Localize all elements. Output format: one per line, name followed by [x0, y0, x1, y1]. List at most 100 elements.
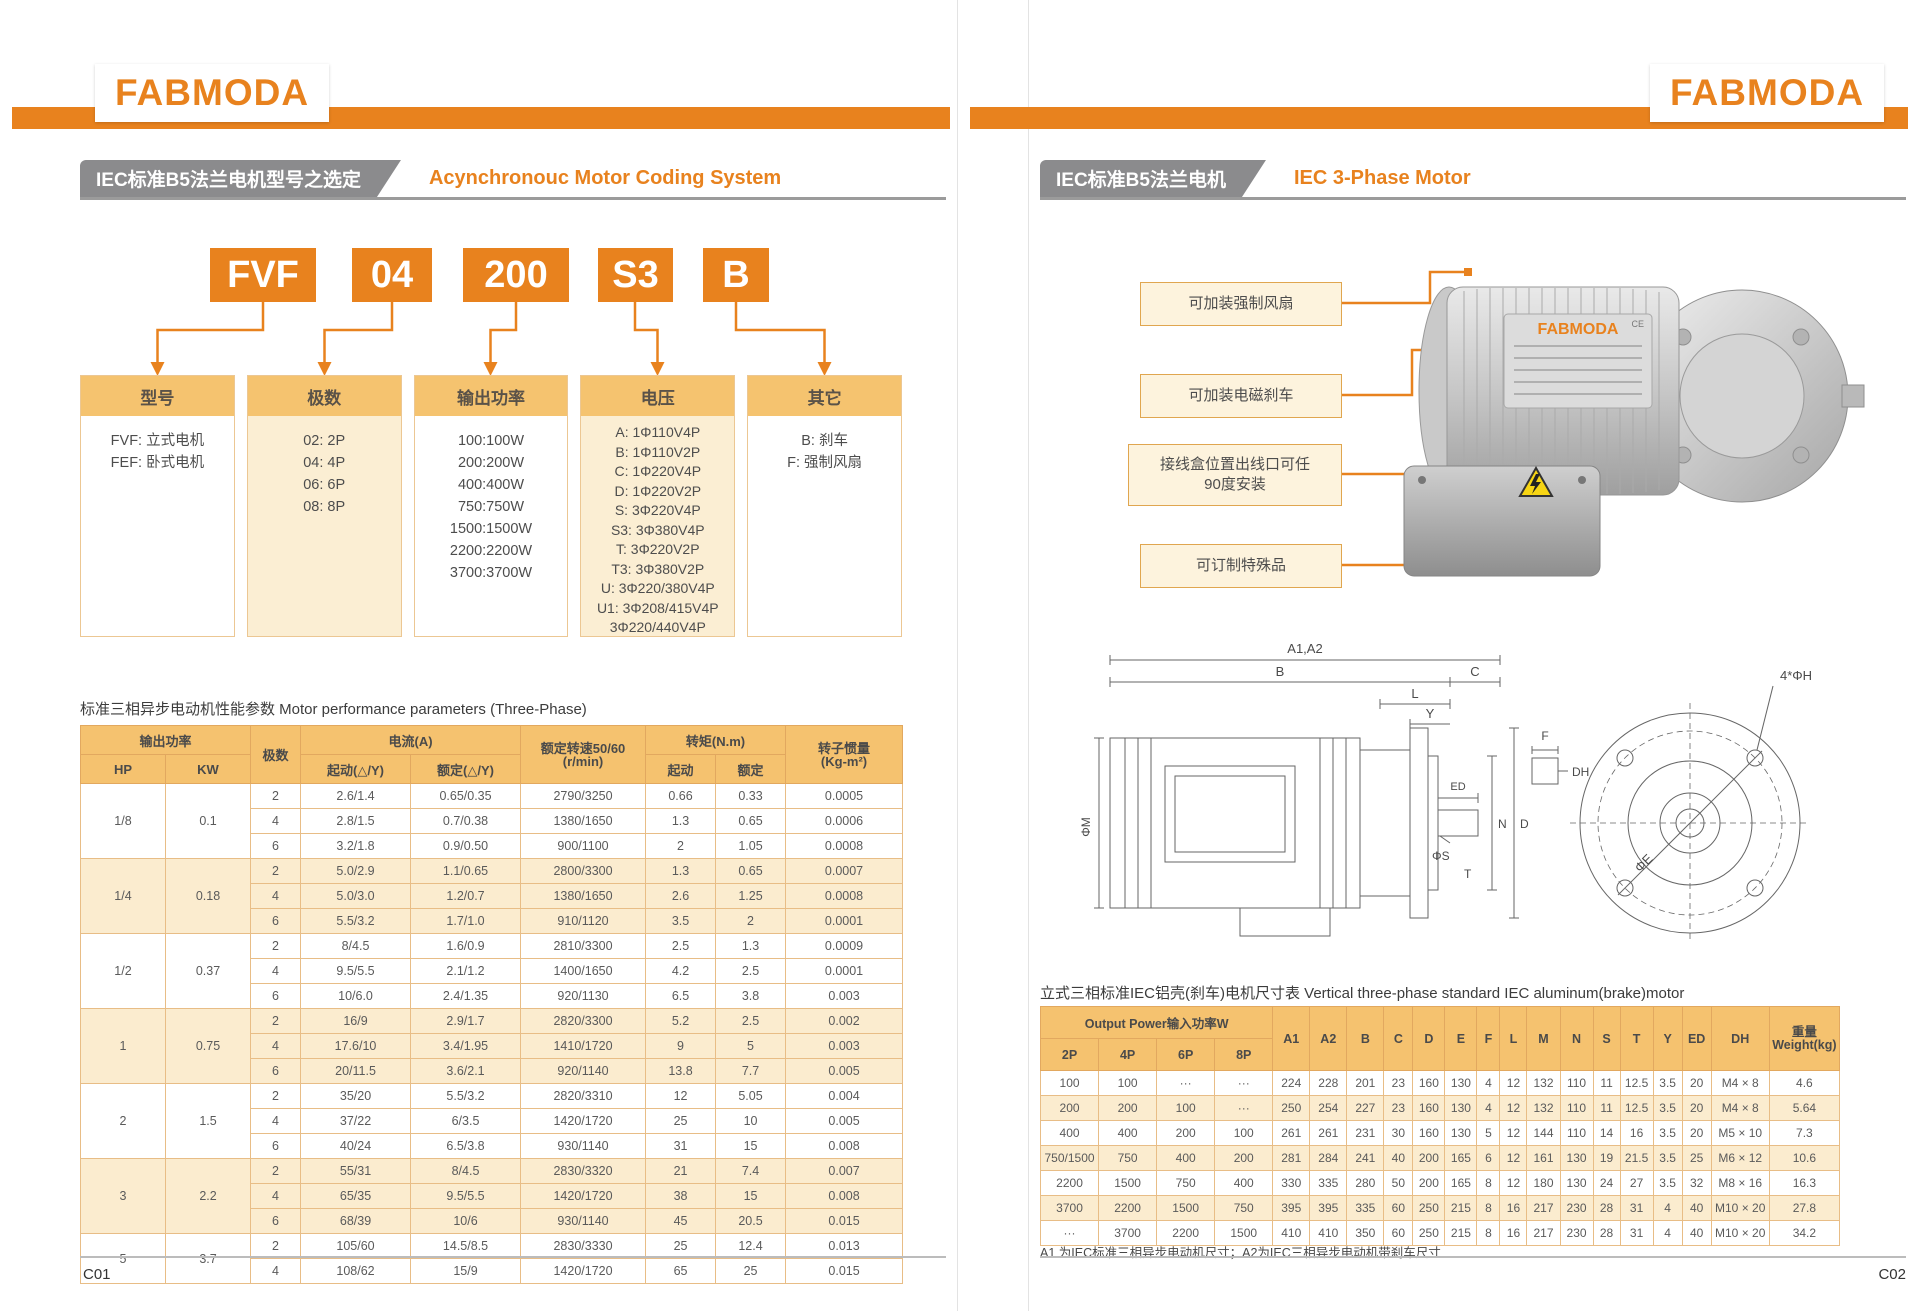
table-cell: 14: [1592, 1120, 1621, 1146]
category-option: FEF: 卧式电机: [110, 455, 205, 471]
table-cell: ···: [1214, 1070, 1274, 1096]
table-cell: 200: [1156, 1120, 1216, 1146]
table-cell: 2: [250, 1158, 302, 1184]
column-header-line: 转子惯量: [818, 740, 871, 756]
table-cell: 110: [1559, 1070, 1594, 1096]
table-cell: 144: [1526, 1120, 1561, 1146]
dim-label: B: [1276, 664, 1285, 679]
table-cell: 19: [1592, 1145, 1621, 1171]
table-header-row: 输出功率 极数 电流(A) 额定转速50/60 (r/min) 转矩(N.m) 转子惯量 (K…: [79, 725, 904, 784]
table-cell: 281: [1272, 1145, 1311, 1171]
table-cell: 100: [1156, 1095, 1216, 1121]
column-header-line: Weight(kg): [1772, 1037, 1837, 1052]
table-cell: 40/24: [300, 1133, 412, 1159]
table-cell: 1.3: [715, 933, 787, 959]
table-cell: 0.65: [715, 858, 787, 884]
left-section-header: IEC标准B5法兰电机型号之选定 Acynchronouc Motor Codi…: [80, 160, 946, 200]
table-cell: 228: [1309, 1070, 1348, 1096]
table-cell: 11: [1592, 1070, 1621, 1096]
column-header: HP: [80, 754, 166, 784]
table-cell: 108/62: [300, 1258, 412, 1284]
column-header: 重量 Weight(kg): [1768, 1006, 1841, 1071]
column-header: 输出功率: [79, 725, 252, 755]
table-cell: 12.5: [1619, 1070, 1654, 1096]
column-header: S: [1592, 1006, 1621, 1071]
kw-cell: 0.1: [164, 783, 252, 859]
table-cell: 25: [1681, 1145, 1712, 1171]
hp-cell: 1/2: [80, 933, 166, 1009]
section-title-zh: IEC标准B5法兰电机: [1040, 160, 1266, 197]
motor-code-boxes: FVF 04 200 S3 B: [80, 248, 902, 302]
table-cell: 261: [1272, 1120, 1311, 1146]
category-box: 输出功率 100:100W 200:200W 400:400W 750:750W 1500…: [413, 375, 569, 637]
category-title: 其它: [748, 376, 901, 416]
table-cell: 12: [1499, 1095, 1528, 1121]
table-cell: 38: [645, 1183, 717, 1209]
table-cell: 0.0008: [785, 833, 904, 859]
category-option: S: 3Φ220V4P: [614, 502, 701, 518]
column-header: 6P: [1156, 1038, 1216, 1071]
kw-cell: 0.18: [164, 858, 252, 934]
performance-table: 输出功率 极数 电流(A) 额定转速50/60 (r/min) 转矩(N.m) 转子惯量 (K…: [79, 725, 904, 1284]
table-row: 2 1.5 2 35/20 5.5/3.2 2820/3310 12 5.05 0.004: [80, 1083, 904, 1159]
table-cell: 12: [1499, 1120, 1528, 1146]
table-footnote: A1 为IEC标准三相异步电动机尺寸；A2为IEC三相异步电动机带刹车尺寸: [1040, 1246, 1441, 1260]
table-cell: 10: [715, 1108, 787, 1134]
table-cell: 12: [645, 1083, 717, 1109]
table-cell: 8: [1476, 1170, 1501, 1196]
table-cell: 1.3: [645, 858, 717, 884]
hp-cell: 1/4: [80, 858, 166, 934]
category-title: 电压: [581, 376, 735, 416]
table-cell: 5.0/2.9: [300, 858, 412, 884]
table-cell: ···: [1156, 1070, 1216, 1096]
table-cell: 1420/1720: [520, 1258, 647, 1284]
table-row: 5 3.7 2 105/60 14.5/8.5 2830/3330 25 12.4 0.013: [80, 1233, 904, 1284]
table-cell: 28: [1592, 1220, 1621, 1246]
table-cell: 130: [1444, 1120, 1478, 1146]
column-header-line: (Kg-m²): [820, 753, 868, 769]
table-cell: 2830/3320: [520, 1158, 647, 1184]
table-cell: 410: [1309, 1220, 1348, 1246]
table-cell: 15/9: [410, 1258, 522, 1284]
table-cell: 7.3: [1768, 1120, 1841, 1146]
table-row: 6 3.2/1.8 0.9/0.50 900/1100 2 1.05 0.0008: [81, 833, 904, 859]
category-options: B: 刹车 F: 强制风扇: [748, 416, 901, 636]
table-cell: 4: [1652, 1220, 1683, 1246]
category-title: 型号: [81, 376, 234, 416]
table-cell: 40: [1681, 1195, 1712, 1221]
table-cell: 0.0009: [785, 933, 904, 959]
dim-label: ΦE: [1632, 851, 1656, 875]
code-box: FVF: [210, 248, 316, 302]
page-number: C01: [83, 1266, 111, 1283]
column-header: Output Power输入功率W: [1039, 1006, 1274, 1039]
table-cell: 0.9/0.50: [410, 833, 522, 859]
table-row: 100 100 ··· ··· 224 228 201 23 160 130 4 12 132 110 11…: [1039, 1070, 1841, 1096]
table-cell: 12.5: [1619, 1095, 1654, 1121]
table-cell: 13.8: [645, 1058, 717, 1084]
category-title: 极数: [247, 376, 401, 416]
callout-box: 可订制特殊品: [1140, 544, 1342, 588]
table-cell: 6: [250, 1208, 302, 1234]
table-cell: 2.6/1.4: [300, 783, 412, 809]
table-cell: 0.007: [785, 1158, 904, 1184]
kw-cell: 1.5: [164, 1083, 252, 1159]
table-cell: 230: [1559, 1195, 1594, 1221]
table-cell: 4: [250, 958, 302, 984]
dim-label: Y: [1426, 706, 1435, 721]
table-cell: 0.002: [785, 1008, 904, 1034]
category-option: B: 刹车: [801, 433, 848, 449]
table-cell: 12: [1499, 1070, 1528, 1096]
category-option: S3: 3Φ380V4P: [610, 521, 705, 538]
table-cell: 2.5: [645, 933, 717, 959]
table-row: 2200 1500 750 400 330 335 280 50 200 165 8 12 180 130…: [1039, 1170, 1841, 1196]
code-legend-boxes: 型号 FVF: 立式电机 FEF: 卧式电机 极数 02: 2P 04: 4P 06: 6P…: [80, 375, 902, 637]
column-header: DH: [1710, 1006, 1770, 1071]
table-cell: 400: [1156, 1145, 1216, 1171]
table-cell: 5.0/3.0: [300, 883, 412, 909]
table-cell: M4 × 8: [1710, 1095, 1770, 1121]
category-option: 750:750W: [457, 499, 525, 515]
table-cell: 1380/1650: [520, 808, 647, 834]
category-option: T3: 3Φ380V2P: [611, 560, 705, 577]
table-cell: 2.5: [715, 1008, 787, 1034]
category-option: 200:200W: [457, 455, 525, 471]
